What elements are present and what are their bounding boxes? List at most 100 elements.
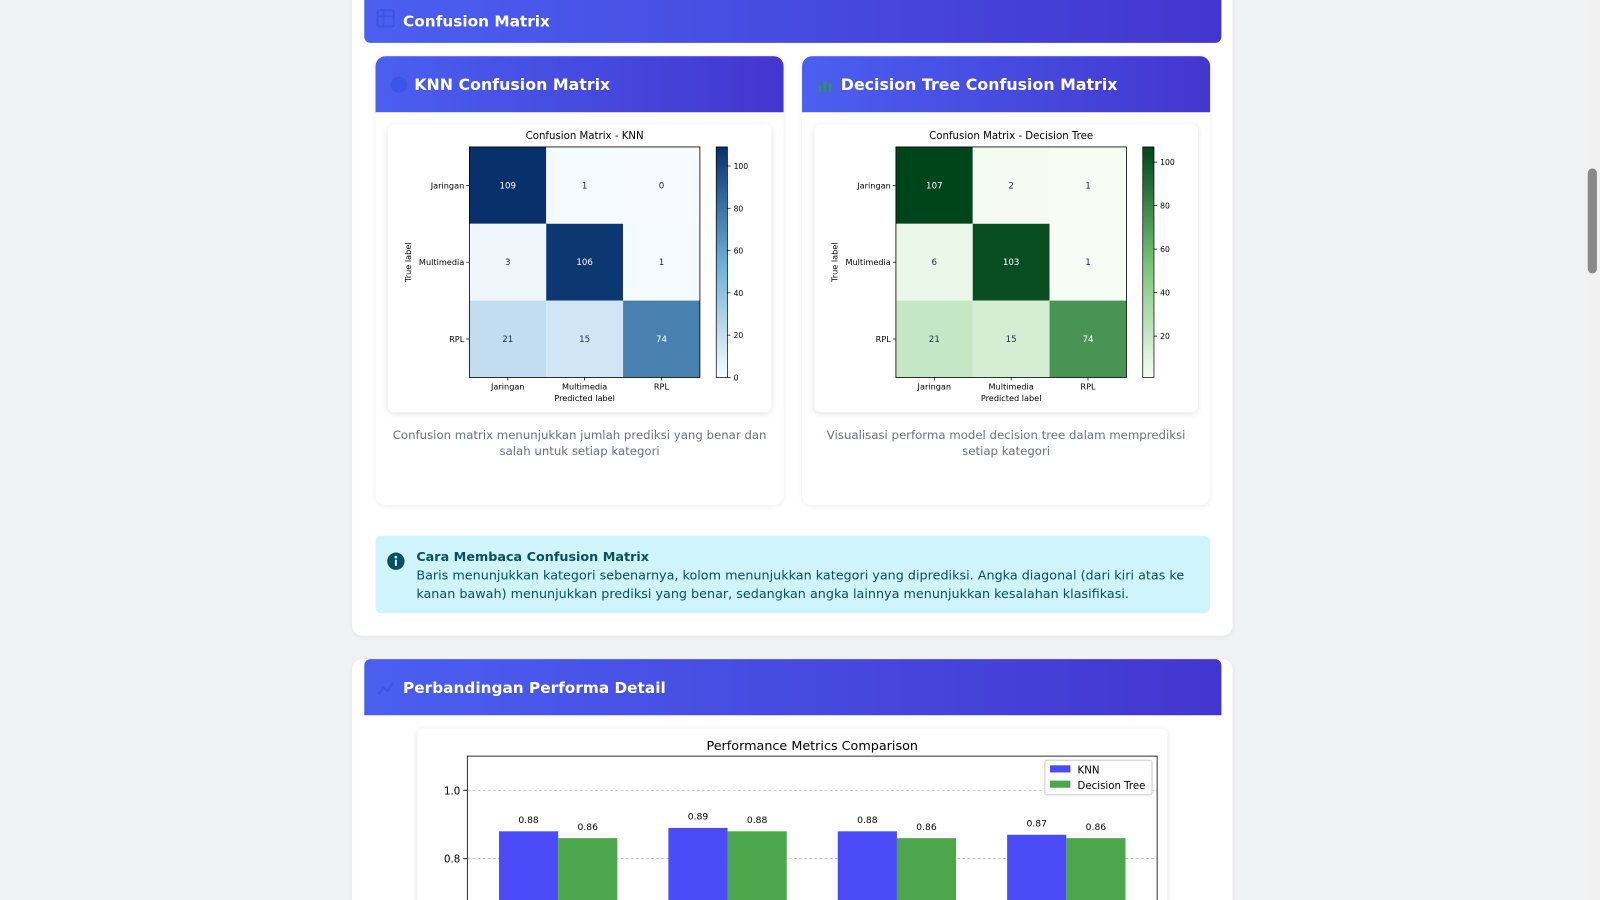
cell <box>546 223 624 301</box>
colorbar <box>1142 146 1155 378</box>
chart-box: Performance Metrics Comparison 0.8 1.0 0.88… <box>417 728 1168 900</box>
chart-title: Performance Metrics Comparison <box>706 739 918 754</box>
cell <box>469 300 547 378</box>
cell <box>972 223 1050 301</box>
colorbar <box>715 146 728 378</box>
y-tick-label: 1.0 <box>444 786 460 797</box>
x-axis-label: Predicted label <box>981 393 1042 403</box>
card-title: Decision Tree Confusion Matrix <box>840 74 1118 94</box>
colorbar-tick-label: 40 <box>734 289 744 298</box>
cell-label: 74 <box>656 335 668 345</box>
icon <box>377 682 394 695</box>
y-tick-label: Multimedia <box>419 257 464 267</box>
value-label: 0.86 <box>916 822 937 833</box>
cell-label: 2 <box>1008 181 1014 191</box>
colorbar-tick-label: 20 <box>734 331 744 340</box>
y-axis-label: True label <box>830 242 840 283</box>
colorbar-tick-label: 100 <box>1160 158 1175 167</box>
card-header: KNN Confusion Matrix <box>375 56 784 113</box>
cell <box>623 146 700 224</box>
cell-label: 1 <box>582 181 588 191</box>
colorbar-tick-label: 40 <box>1160 289 1170 298</box>
cell-label: 1 <box>659 258 665 268</box>
value-label: 0.88 <box>518 815 539 826</box>
colorbar-tick-label: 80 <box>734 204 744 213</box>
section-header: Confusion Matrix <box>364 0 1222 43</box>
bar <box>668 827 728 900</box>
cell-label: 74 <box>1082 335 1094 345</box>
dt-card: Decision Tree Confusion Matrix Confusion… <box>802 56 1211 506</box>
info-icon <box>387 552 405 570</box>
legend-box <box>1044 759 1153 796</box>
value-label: 0.86 <box>578 822 599 833</box>
cell <box>1049 223 1127 301</box>
bar <box>498 831 559 900</box>
bar <box>558 838 618 900</box>
value-label: 0.89 <box>688 812 709 823</box>
cell <box>546 300 624 378</box>
chart-title: Confusion Matrix - KNN <box>526 131 644 142</box>
bar <box>1066 838 1126 900</box>
y-tick-label: Jaringan <box>430 180 465 190</box>
cell-label: 109 <box>500 181 517 191</box>
bar <box>837 831 897 900</box>
grid-icon <box>376 9 395 28</box>
cell <box>546 146 624 224</box>
section-header: Perbandingan Performa Detail <box>364 659 1222 716</box>
x-tick-label: Multimedia <box>562 382 607 392</box>
value-label: 0.86 <box>1086 822 1107 833</box>
cell <box>972 300 1050 378</box>
legend-label: Decision Tree <box>1078 781 1146 792</box>
section-title: Confusion Matrix <box>403 12 550 31</box>
chart-title: Confusion Matrix - Decision Tree <box>929 131 1093 142</box>
y-tick-label: Jaringan <box>856 180 891 190</box>
cell-label: 6 <box>932 258 938 268</box>
cell <box>469 146 547 224</box>
legend-swatch <box>1049 780 1071 788</box>
icon <box>818 80 832 92</box>
card-title: KNN Confusion Matrix <box>414 74 611 94</box>
value-label: 0.88 <box>747 815 768 826</box>
cell <box>972 146 1050 224</box>
x-tick-label: Jaringan <box>490 382 525 392</box>
legend-swatch <box>1049 765 1071 773</box>
chart-box: Confusion Matrix - Decision Tree 107 2 1 6 10… <box>814 124 1198 413</box>
colorbar-tick-label: 60 <box>1160 245 1170 254</box>
plot-frame <box>466 755 1158 900</box>
bar-chart: Performance Metrics Comparison 0.8 1.0 0.88… <box>444 739 1158 900</box>
cell <box>623 223 700 301</box>
colorbar-tick-label: 100 <box>734 162 749 171</box>
cell-label: 21 <box>502 335 513 345</box>
cell <box>1049 146 1127 224</box>
bar <box>1007 834 1067 900</box>
cell-label: 106 <box>576 258 593 268</box>
cell <box>469 223 547 301</box>
cell-label: 15 <box>579 335 590 345</box>
info-box: Cara Membaca Confusion Matrix Baris menu… <box>375 535 1211 614</box>
colorbar-tick-label: 80 <box>1160 202 1170 211</box>
scrollbar-thumb[interactable] <box>1587 168 1597 274</box>
colorbar-tick-label: 20 <box>1160 332 1170 341</box>
cell-label: 107 <box>926 181 943 191</box>
scrollbar-track[interactable] <box>1584 0 1600 900</box>
icon <box>390 76 408 93</box>
cell-label: 1 <box>1085 258 1091 268</box>
section-title: Perbandingan Performa Detail <box>403 678 666 697</box>
y-tick-label: Multimedia <box>845 257 890 267</box>
y-tick-label: 0.8 <box>444 855 460 866</box>
cell-label: 1 <box>1085 181 1091 191</box>
cell-label: 0 <box>659 181 665 191</box>
caption: Visualisasi performa model decision tree… <box>826 427 1186 459</box>
x-tick-label: RPL <box>654 382 670 392</box>
cell-label: 21 <box>929 335 940 345</box>
cell <box>1049 300 1127 378</box>
x-axis-label: Predicted label <box>554 393 615 403</box>
cell-label: 103 <box>1003 258 1020 268</box>
value-label: 0.87 <box>1027 819 1048 830</box>
cell <box>895 146 973 224</box>
value-label: 0.88 <box>857 815 878 826</box>
card-header: Decision Tree Confusion Matrix <box>802 56 1211 113</box>
knn-card: KNN Confusion Matrix Confusion Matrix - … <box>375 56 784 506</box>
